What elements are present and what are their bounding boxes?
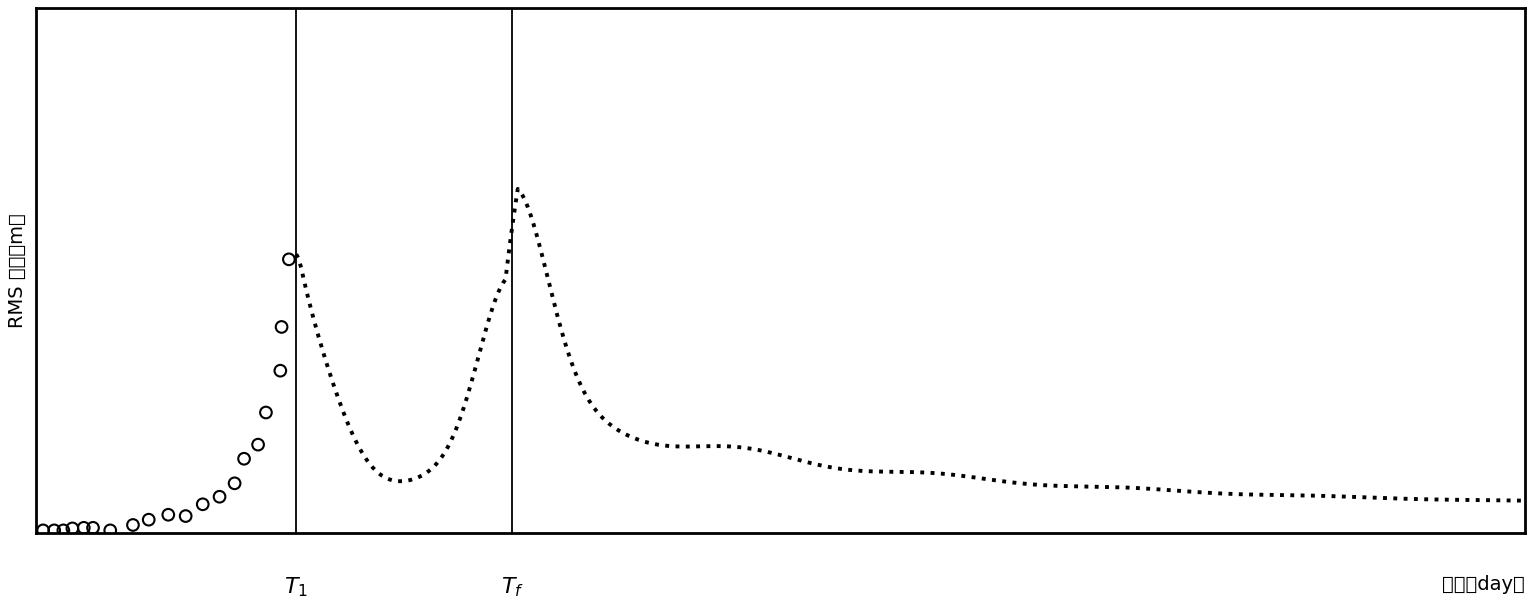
Text: $T_1$: $T_1$ [284, 575, 308, 598]
Point [245, 440, 270, 450]
Point [31, 526, 55, 535]
Point [207, 492, 231, 501]
Point [190, 500, 215, 509]
Point [81, 523, 106, 533]
Point [156, 510, 181, 520]
Point [268, 366, 293, 376]
Point [276, 255, 300, 264]
Point [72, 523, 97, 533]
Text: 时间（day）: 时间（day） [1443, 575, 1525, 594]
Point [253, 408, 277, 417]
Point [222, 479, 247, 488]
Y-axis label: RMS 扰动（m）: RMS 扰动（m） [8, 213, 28, 328]
Point [41, 526, 66, 535]
Text: $T_f$: $T_f$ [501, 575, 524, 598]
Point [231, 454, 256, 464]
Point [270, 322, 294, 332]
Point [98, 526, 123, 535]
Point [121, 520, 146, 530]
Point [60, 524, 84, 533]
Point [51, 526, 75, 535]
Point [136, 515, 161, 524]
Point [173, 511, 198, 521]
